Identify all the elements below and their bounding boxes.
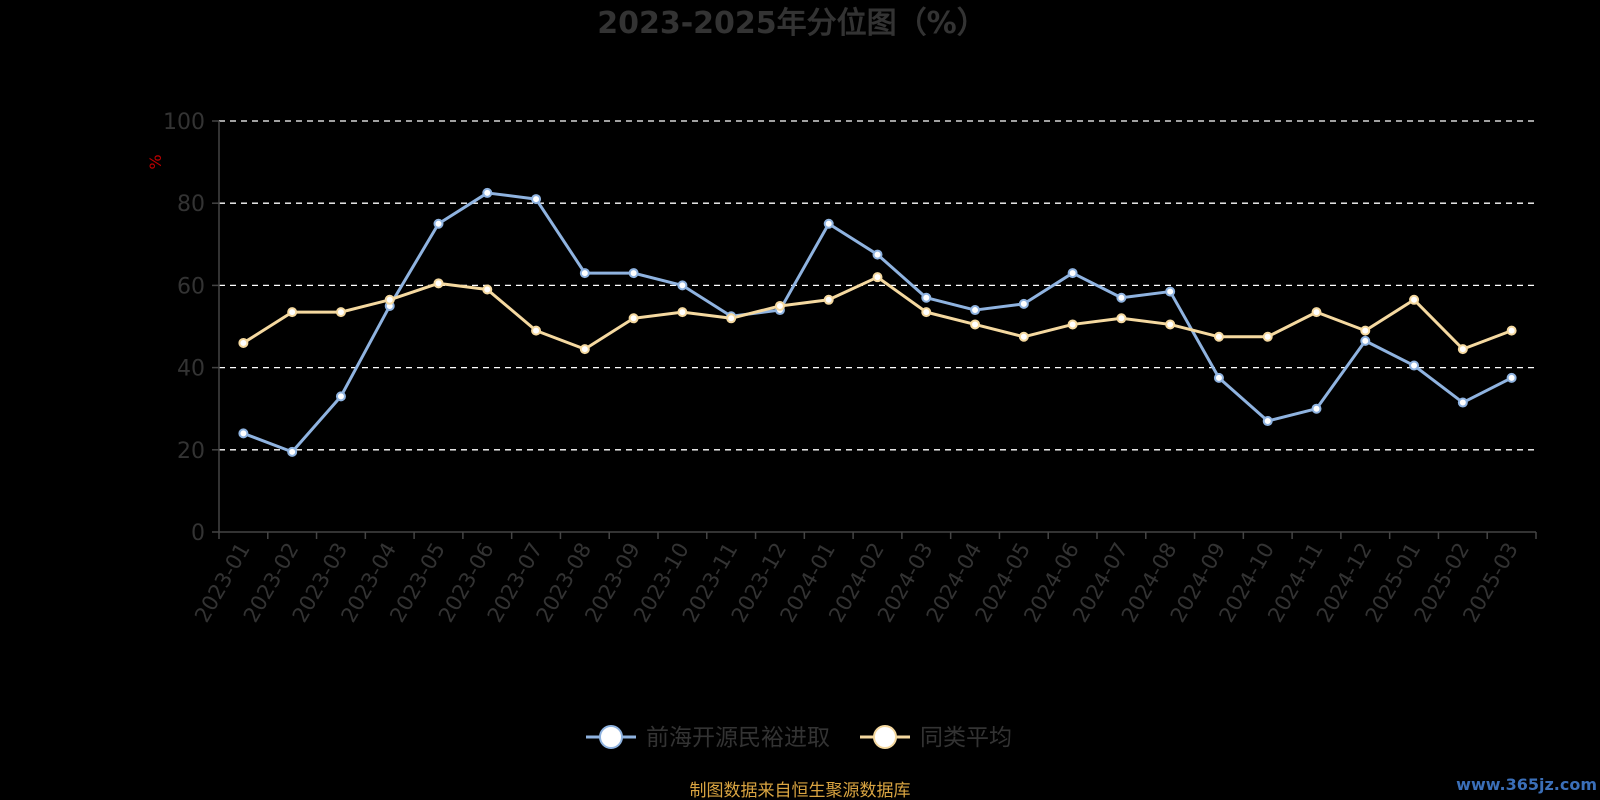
data-point[interactable] bbox=[335, 391, 346, 402]
x-tick-labels: 2023-012023-022023-032023-042023-052023-… bbox=[190, 539, 1523, 627]
data-point[interactable] bbox=[335, 307, 346, 318]
data-point[interactable] bbox=[1360, 325, 1371, 336]
data-point[interactable] bbox=[1116, 292, 1127, 303]
legend-marker bbox=[599, 725, 623, 749]
legend-marker bbox=[873, 725, 897, 749]
data-point[interactable] bbox=[433, 218, 444, 229]
data-point[interactable] bbox=[1409, 360, 1420, 371]
data-point[interactable] bbox=[1116, 313, 1127, 324]
data-point[interactable] bbox=[1457, 344, 1468, 355]
data-point[interactable] bbox=[1360, 335, 1371, 346]
data-point[interactable] bbox=[1311, 307, 1322, 318]
y-tick-labels: 0 20 40 60 80 100 bbox=[163, 110, 205, 546]
data-point[interactable] bbox=[1457, 397, 1468, 408]
data-point[interactable] bbox=[1067, 319, 1078, 330]
data-point[interactable] bbox=[287, 307, 298, 318]
grid-lines bbox=[219, 120, 1536, 451]
data-point[interactable] bbox=[1409, 294, 1420, 305]
data-point[interactable] bbox=[677, 280, 688, 291]
data-point[interactable] bbox=[482, 284, 493, 295]
legend-item-1[interactable]: 前海开源民裕进取 bbox=[586, 725, 830, 751]
data-point[interactable] bbox=[579, 268, 590, 279]
watermark: www.365jz.com bbox=[1456, 775, 1597, 794]
data-point[interactable] bbox=[677, 307, 688, 318]
data-point[interactable] bbox=[1018, 331, 1029, 342]
chart-title: 2023-2025年分位图（%） bbox=[597, 6, 987, 41]
data-point[interactable] bbox=[823, 218, 834, 229]
data-point[interactable] bbox=[1506, 372, 1517, 383]
data-point[interactable] bbox=[1213, 372, 1224, 383]
series-line-1 bbox=[241, 191, 1514, 454]
data-point[interactable] bbox=[970, 319, 981, 330]
series-1 bbox=[241, 191, 1514, 454]
y-tick-label: 40 bbox=[177, 357, 205, 382]
data-source-note: 制图数据来自恒生聚源数据库 bbox=[690, 781, 911, 800]
data-point[interactable] bbox=[774, 300, 785, 311]
data-point[interactable] bbox=[823, 294, 834, 305]
data-point[interactable] bbox=[384, 294, 395, 305]
data-point[interactable] bbox=[238, 428, 249, 439]
legend-label: 前海开源民裕进取 bbox=[646, 725, 830, 751]
data-point[interactable] bbox=[872, 249, 883, 260]
data-point[interactable] bbox=[1165, 286, 1176, 297]
y-tick-label: 60 bbox=[177, 274, 205, 299]
data-point[interactable] bbox=[1165, 319, 1176, 330]
data-point[interactable] bbox=[970, 305, 981, 316]
data-point[interactable] bbox=[531, 325, 542, 336]
data-point[interactable] bbox=[921, 292, 932, 303]
axes bbox=[212, 120, 1537, 539]
data-point[interactable] bbox=[1067, 268, 1078, 279]
data-point[interactable] bbox=[872, 272, 883, 283]
data-point[interactable] bbox=[1018, 298, 1029, 309]
y-tick-label: 0 bbox=[191, 521, 205, 546]
data-point[interactable] bbox=[726, 313, 737, 324]
legend[interactable]: 前海开源民裕进取 同类平均 bbox=[586, 725, 1012, 751]
data-point[interactable] bbox=[1506, 325, 1517, 336]
data-point[interactable] bbox=[1262, 416, 1273, 427]
data-point[interactable] bbox=[921, 307, 932, 318]
data-point[interactable] bbox=[238, 337, 249, 348]
data-point[interactable] bbox=[287, 446, 298, 457]
data-point[interactable] bbox=[1262, 331, 1273, 342]
series-points-2 bbox=[238, 272, 1517, 355]
data-point[interactable] bbox=[628, 313, 639, 324]
y-tick-label: 100 bbox=[163, 110, 205, 135]
y-tick-label: 20 bbox=[177, 439, 205, 464]
series-points-1 bbox=[238, 187, 1517, 457]
data-point[interactable] bbox=[1311, 403, 1322, 414]
data-point[interactable] bbox=[531, 194, 542, 205]
y-axis-label: % bbox=[146, 154, 165, 169]
y-tick-label: 80 bbox=[177, 192, 205, 217]
series-lines bbox=[238, 187, 1517, 457]
data-point[interactable] bbox=[579, 344, 590, 355]
legend-label: 同类平均 bbox=[920, 725, 1012, 751]
data-point[interactable] bbox=[1213, 331, 1224, 342]
data-point[interactable] bbox=[628, 268, 639, 279]
data-point[interactable] bbox=[482, 187, 493, 198]
data-point[interactable] bbox=[433, 278, 444, 289]
legend-item-2[interactable]: 同类平均 bbox=[860, 725, 1012, 751]
